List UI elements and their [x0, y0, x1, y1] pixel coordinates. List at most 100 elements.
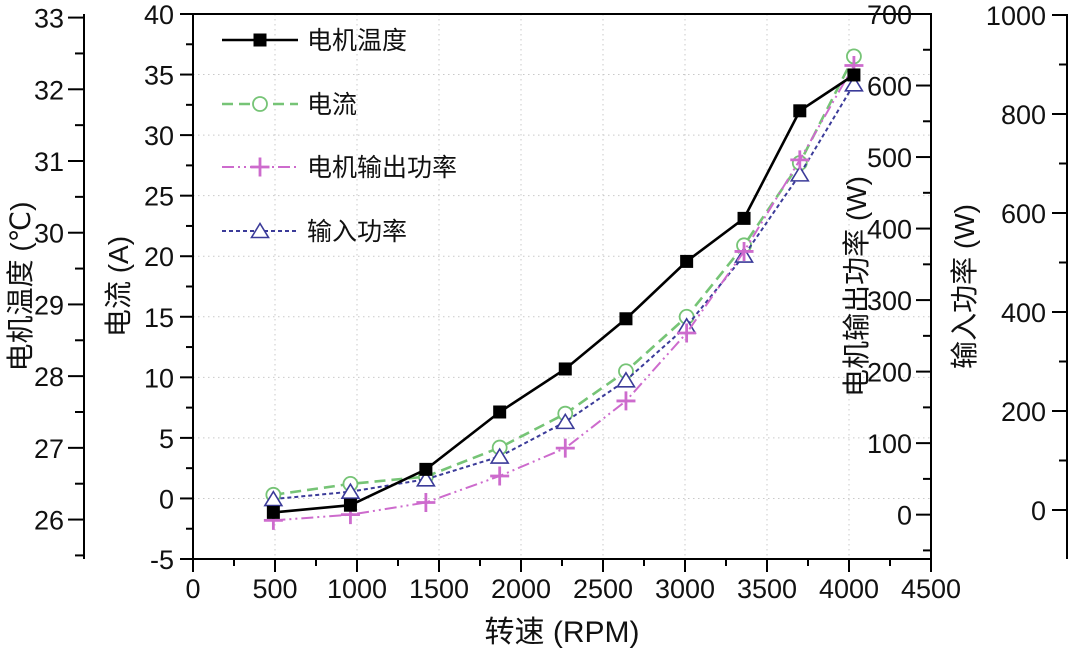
- tick-label: 28: [34, 362, 64, 392]
- legend-item-input-power: 输入功率: [222, 218, 407, 246]
- tick-label: 3000: [655, 574, 715, 604]
- marker-motor-output-power: [677, 323, 697, 343]
- legend-marker-motor-temperature: [253, 33, 267, 47]
- tick-label: 40: [144, 0, 174, 30]
- tick-label: 500: [867, 143, 912, 173]
- marker-input-power: [616, 371, 636, 388]
- tick-label: 33: [34, 4, 64, 34]
- marker-motor-temperature: [558, 362, 572, 376]
- axis-labels-pout: 0 100 200 300 400 500 600 700: [867, 0, 912, 531]
- tick-label: 600: [867, 72, 912, 102]
- axis-labels-pin: 0 200 400 600 800 1000: [986, 1, 1046, 526]
- legend-item-motor-temperature: 电机温度: [222, 27, 407, 55]
- tick-label: 31: [34, 147, 64, 177]
- marker-motor-output-power: [734, 241, 754, 261]
- axis-pout: [916, 13, 931, 552]
- series-motor-output-power: [263, 55, 864, 530]
- series-input-power: [263, 75, 864, 507]
- tick-label: 700: [867, 0, 912, 30]
- axis-temp: [68, 14, 85, 559]
- tick-label: 2000: [491, 574, 551, 604]
- tick-label: 10: [144, 363, 174, 393]
- marker-motor-temperature: [793, 104, 807, 118]
- legend-item-motor-output-power: 电机输出功率: [222, 154, 457, 182]
- series-line-motor-output-power: [273, 65, 855, 522]
- legend-label: 输入功率: [307, 218, 407, 246]
- tick-label: 30: [34, 219, 64, 249]
- series-motor-temperature: [266, 68, 861, 519]
- tick-label: 4500: [901, 574, 961, 604]
- axis-labels-current: -5 0 5 10 15 20 25 30 35 40: [144, 0, 174, 575]
- axis-title-temp: 电机温度 (℃): [5, 202, 36, 372]
- tick-label: 300: [867, 286, 912, 316]
- tick-label: 4000: [819, 574, 879, 604]
- tick-label: 5: [159, 424, 174, 454]
- tick-label: 500: [252, 574, 297, 604]
- axis-x: [192, 559, 932, 572]
- tick-label: 25: [144, 182, 174, 212]
- tick-label: -5: [150, 545, 174, 575]
- tick-label: 30: [144, 121, 174, 151]
- tick-label: 200: [867, 358, 912, 388]
- legend-label: 电机输出功率: [307, 154, 457, 182]
- marker-motor-output-power: [790, 150, 810, 170]
- marker-motor-output-power: [490, 466, 510, 486]
- axis-pin: [1052, 13, 1068, 559]
- legend-marker-motor-output-power: [250, 157, 270, 177]
- tick-label: 2500: [573, 574, 633, 604]
- marker-motor-temperature: [343, 498, 357, 512]
- tick-label: 15: [144, 303, 174, 333]
- marker-input-power: [555, 412, 576, 430]
- axis-title-x: 转速 (RPM): [485, 616, 640, 649]
- marker-input-power: [340, 482, 361, 499]
- tick-label: 3500: [737, 574, 797, 604]
- series-line-motor-temperature: [273, 73, 855, 514]
- tick-label: 27: [34, 434, 64, 464]
- tick-label: 0: [897, 501, 912, 531]
- tick-label: 0: [185, 574, 200, 604]
- legend-label: 电流: [307, 91, 357, 119]
- tick-label: 1000: [986, 1, 1046, 31]
- axis-title-current: 电流 (A): [103, 236, 134, 337]
- tick-label: 1000: [327, 574, 387, 604]
- marker-motor-output-power: [616, 391, 636, 411]
- marker-motor-temperature: [266, 505, 280, 519]
- tick-label: 1500: [409, 574, 469, 604]
- marker-motor-temperature: [737, 211, 751, 225]
- axis-title-pout: 电机输出功率 (W): [841, 176, 872, 397]
- tick-label: 0: [1031, 496, 1046, 526]
- tick-label: 400: [1001, 298, 1046, 328]
- series-line-input-power: [273, 83, 855, 501]
- tick-label: 26: [34, 506, 64, 536]
- tick-label: 800: [1001, 100, 1046, 130]
- tick-label: 20: [144, 242, 174, 272]
- tick-label: 100: [867, 429, 912, 459]
- legend-marker-current: [252, 96, 268, 112]
- tick-label: 35: [144, 61, 174, 91]
- axis-current: [180, 13, 193, 560]
- marker-input-power: [263, 490, 284, 507]
- axis-labels-temp: 26 27 28 29 30 31 32 33: [34, 4, 64, 536]
- legend-item-current: 电流: [222, 91, 357, 119]
- tick-label: 0: [159, 484, 174, 514]
- marker-motor-temperature: [847, 68, 861, 82]
- tick-label: 400: [867, 215, 912, 245]
- marker-input-power: [843, 75, 864, 92]
- marker-input-power: [415, 470, 436, 487]
- legend-label: 电机温度: [307, 27, 407, 55]
- marker-input-power: [489, 447, 510, 464]
- marker-motor-output-power: [416, 492, 436, 512]
- tick-label: 200: [1001, 397, 1046, 427]
- tick-label: 600: [1001, 199, 1046, 229]
- legend-marker-input-power: [250, 221, 270, 239]
- marker-input-power: [789, 165, 810, 182]
- marker-motor-temperature: [619, 312, 633, 326]
- marker-motor-temperature: [493, 405, 507, 419]
- tick-label: 29: [34, 290, 64, 320]
- tick-label: 32: [34, 75, 64, 105]
- marker-motor-temperature: [680, 254, 694, 268]
